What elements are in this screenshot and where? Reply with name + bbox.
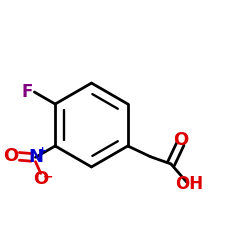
- Text: +: +: [38, 146, 47, 156]
- Text: F: F: [21, 83, 32, 101]
- Text: O: O: [3, 148, 18, 166]
- Text: N: N: [28, 148, 43, 166]
- Text: −: −: [43, 171, 54, 184]
- Text: OH: OH: [175, 175, 203, 193]
- Text: O: O: [33, 170, 48, 188]
- Text: O: O: [173, 132, 188, 150]
